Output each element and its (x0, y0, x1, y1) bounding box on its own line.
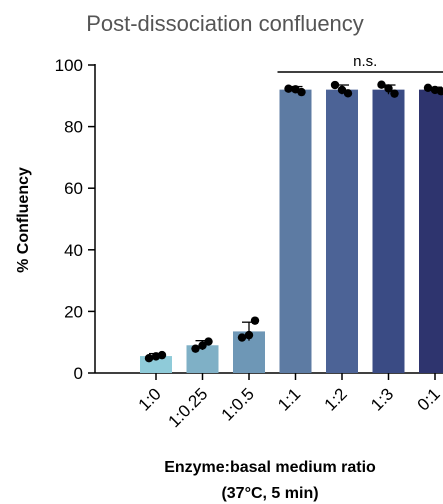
data-point (430, 85, 440, 95)
y-tick-label: 80 (64, 118, 83, 137)
bar-1-1 (279, 89, 312, 373)
data-point (151, 352, 161, 361)
x-tick-label: 1:0.5 (218, 384, 258, 424)
x-axis-label-line2: (37°C, 5 min) (221, 485, 318, 502)
y-tick-label: 20 (64, 302, 83, 321)
x-tick-label: 1:0 (135, 384, 165, 414)
plot-area: 0 20 40 60 80 100 1:0 1:0.25 1:0.5 1:1 1:2 1:3 0:1 n.… (55, 53, 443, 431)
y-tick-label: 0 (74, 364, 83, 383)
data-point (377, 80, 386, 89)
x-tick-label: 0:1 (414, 384, 443, 414)
data-point (423, 83, 433, 92)
data-point (244, 330, 254, 340)
data-point (250, 316, 260, 325)
data-point (204, 337, 213, 346)
x-tick-label: 1:1 (274, 384, 304, 414)
bar-0-1 (419, 89, 443, 373)
x-tick-label: 1:0.25 (164, 384, 211, 431)
data-point (198, 341, 207, 350)
x-tick-label: 1:2 (321, 384, 351, 414)
data-point (337, 85, 347, 95)
data-point (237, 333, 247, 342)
y-tick-label: 60 (64, 179, 83, 198)
chart-title: Post-dissociation confluency (86, 11, 364, 36)
y-tick-label: 40 (64, 241, 83, 260)
data-point (284, 84, 293, 93)
x-axis-label-line1: Enzyme:basal medium ratio (164, 459, 376, 476)
bar-1-2 (326, 89, 358, 373)
significance-label: n.s. (353, 53, 377, 70)
data-point (144, 354, 154, 363)
bar-1-3 (372, 89, 405, 373)
data-point (330, 80, 340, 90)
x-tick-label: 1:3 (367, 384, 397, 414)
y-tick-label: 100 (55, 56, 83, 75)
data-point (291, 85, 300, 94)
y-axis-label: % Confluency (15, 167, 32, 273)
data-point (390, 89, 399, 98)
data-point (191, 344, 200, 353)
data-point (384, 84, 393, 93)
